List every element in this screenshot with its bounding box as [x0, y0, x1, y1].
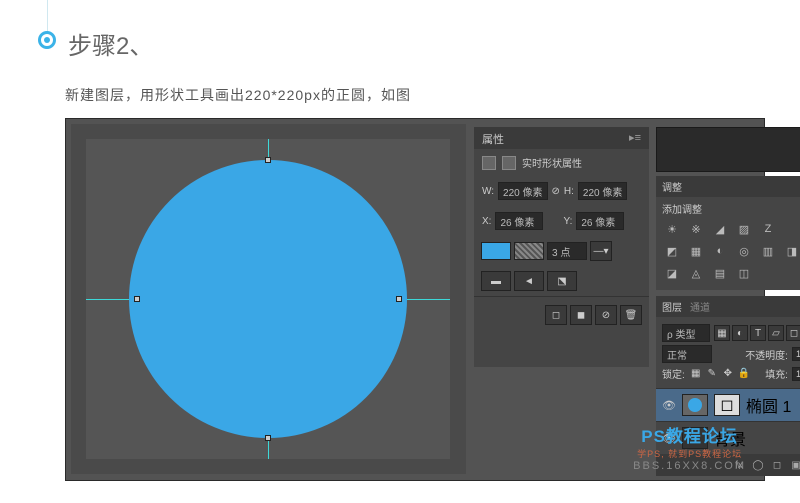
blend-mode-select[interactable]: 正常: [662, 345, 712, 363]
height-input[interactable]: 220 像素: [578, 182, 627, 200]
lock-label: 锁定:: [662, 366, 685, 381]
layer-action-icon[interactable]: ◯: [750, 458, 766, 472]
x-label: X:: [482, 216, 491, 227]
step-description: 新建图层，用形状工具画出220*220px的正圆，如图: [65, 85, 411, 105]
layer-name: 椭圆 1: [746, 393, 791, 417]
layer-thumbnail: [682, 394, 708, 416]
adjustment-icon[interactable]: ☀: [662, 220, 682, 238]
layer-filter-kind[interactable]: ρ 类型: [662, 324, 710, 342]
filter-adjust-icon[interactable]: ◐: [732, 325, 748, 341]
side-panels: 调整 添加调整 ☀※◢▨Z ◩▦◐◎▥◨ ◪◬▤◫ 图层 通道 ρ 类型 ▦ ◐: [656, 127, 800, 467]
stroke-width-input[interactable]: 3 点: [547, 242, 587, 260]
panel-menu-icon[interactable]: ▸≡: [629, 131, 641, 144]
mask-type-icon: [502, 156, 516, 170]
adjustment-icon[interactable]: ◨: [782, 242, 800, 260]
watermark-title: PS教程论坛: [633, 422, 746, 447]
link-wh-icon[interactable]: ⊘: [552, 186, 560, 197]
fill-color-swatch[interactable]: [481, 242, 511, 260]
x-input[interactable]: 26 像素: [495, 212, 543, 230]
stroke-join-btn[interactable]: ⬔: [547, 271, 577, 291]
path-op-2[interactable]: ◼: [570, 305, 592, 325]
layer-mask-thumbnail: ◻: [714, 394, 740, 416]
opacity-value[interactable]: 100%: [792, 347, 800, 361]
adjustment-icon[interactable]: ※: [686, 220, 706, 238]
width-input[interactable]: 220 像素: [498, 182, 547, 200]
layers-tab[interactable]: 图层: [662, 299, 682, 314]
lock-position-icon[interactable]: ✥: [721, 367, 735, 381]
properties-panel-title: 属性: [482, 134, 504, 146]
shape-type-icon: [482, 156, 496, 170]
lock-transparency-icon[interactable]: ▦: [689, 367, 703, 381]
adjustment-icon[interactable]: ▦: [686, 242, 706, 260]
adjustment-icon[interactable]: ◬: [686, 264, 706, 282]
channels-tab[interactable]: 通道: [690, 299, 710, 314]
lock-all-icon[interactable]: 🔒: [737, 367, 751, 381]
layer-action-icon[interactable]: ◻: [769, 458, 785, 472]
canvas-viewport: [71, 124, 466, 474]
adjustment-icon[interactable]: ▨: [734, 220, 754, 238]
adjustment-icon[interactable]: ◪: [662, 264, 682, 282]
canvas[interactable]: [86, 139, 450, 459]
fill-value[interactable]: 100%: [792, 367, 800, 381]
layer-action-icon[interactable]: ▣: [788, 458, 800, 472]
width-label: W:: [482, 186, 494, 197]
adjustment-icon[interactable]: ◢: [710, 220, 730, 238]
stroke-color-swatch[interactable]: [514, 242, 544, 260]
stroke-align-btn[interactable]: ▬: [481, 271, 511, 291]
adjustment-icon[interactable]: ◎: [734, 242, 754, 260]
navigator-panel[interactable]: [656, 127, 800, 172]
fill-label: 填充:: [765, 366, 788, 381]
properties-panel-header: 属性 ▸≡: [474, 127, 649, 149]
shape-props-label: 实时形状属性: [522, 155, 582, 170]
step-title: 步骤2、: [68, 26, 153, 61]
adjustments-tab[interactable]: 调整: [656, 176, 800, 197]
opacity-label: 不透明度:: [745, 347, 788, 362]
ellipse-shape[interactable]: [129, 160, 407, 438]
y-label: Y:: [563, 216, 572, 227]
adjustment-icon[interactable]: ◩: [662, 242, 682, 260]
adjustment-icon[interactable]: ▤: [710, 264, 730, 282]
filter-shape-icon[interactable]: ▱: [768, 325, 784, 341]
adjustment-icon[interactable]: ◫: [734, 264, 754, 282]
photoshop-screenshot: 属性 ▸≡ 实时形状属性 W: 220 像素 ⊘ H: 220 像素 X: 26…: [65, 118, 765, 481]
handle-right[interactable]: [396, 296, 402, 302]
layer-ellipse-1[interactable]: 👁 ◻ 椭圆 1: [656, 388, 800, 421]
lock-pixels-icon[interactable]: ✎: [705, 367, 719, 381]
adjustment-icon[interactable]: ▥: [758, 242, 778, 260]
stroke-style-dropdown[interactable]: —▾: [590, 241, 612, 261]
properties-panel: 属性 ▸≡ 实时形状属性 W: 220 像素 ⊘ H: 220 像素 X: 26…: [474, 127, 649, 367]
watermark: PS教程论坛 学PS, 就到PS教程论坛 BBS.16XX8.COM: [633, 422, 746, 472]
y-input[interactable]: 26 像素: [576, 212, 624, 230]
handle-left[interactable]: [134, 296, 140, 302]
timeline-step-marker: [38, 31, 56, 49]
height-label: H:: [564, 186, 574, 197]
add-adjustment-label: 添加调整: [662, 201, 800, 216]
filter-type-icon[interactable]: T: [750, 325, 766, 341]
handle-bottom[interactable]: [265, 435, 271, 441]
filter-pixel-icon[interactable]: ▦: [714, 325, 730, 341]
path-op-1[interactable]: ◻: [545, 305, 567, 325]
adjustment-icon[interactable]: Z: [758, 220, 778, 238]
watermark-url: BBS.16XX8.COM: [633, 460, 746, 472]
filter-smart-icon[interactable]: ◻: [786, 325, 800, 341]
visibility-toggle-icon[interactable]: 👁: [662, 399, 676, 412]
path-op-3[interactable]: ⊘: [595, 305, 617, 325]
stroke-cap-btn[interactable]: ◄: [514, 271, 544, 291]
adjustments-panel: 调整 添加调整 ☀※◢▨Z ◩▦◐◎▥◨ ◪◬▤◫: [656, 176, 800, 290]
adjustment-icon[interactable]: ◐: [710, 242, 730, 260]
path-op-4[interactable]: 🗑: [620, 305, 642, 325]
handle-top[interactable]: [265, 157, 271, 163]
watermark-subtitle: 学PS, 就到PS教程论坛: [633, 447, 746, 460]
